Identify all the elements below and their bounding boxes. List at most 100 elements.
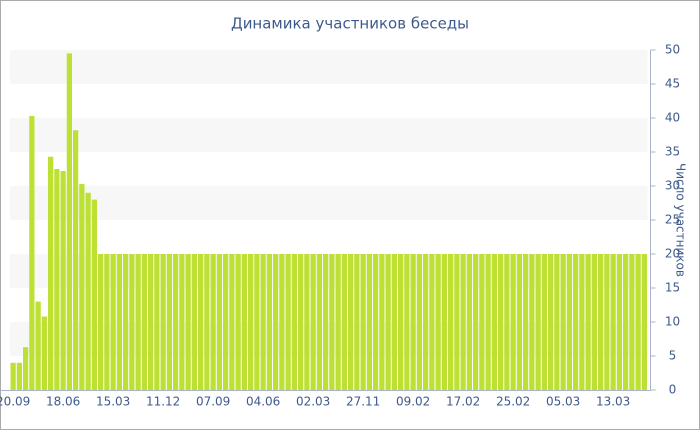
bar xyxy=(366,254,372,390)
bar xyxy=(635,254,641,390)
bar xyxy=(185,254,191,390)
y-tick-label: 15 xyxy=(665,281,680,295)
bar xyxy=(579,254,585,390)
bar xyxy=(54,169,60,390)
y-tick-label: 25 xyxy=(665,213,680,227)
bar xyxy=(60,171,66,390)
y-tick-label: 20 xyxy=(665,247,680,261)
bar xyxy=(354,254,360,390)
bar xyxy=(379,254,385,390)
bar xyxy=(541,254,547,390)
bar xyxy=(341,254,347,390)
bar xyxy=(129,254,135,390)
bar xyxy=(29,115,35,391)
bar xyxy=(504,254,510,390)
x-tick-label: 04.06 xyxy=(246,395,280,409)
bar xyxy=(416,254,422,390)
x-tick-label: 13.03 xyxy=(596,395,630,409)
y-tick-label: 0 xyxy=(669,383,677,397)
bar xyxy=(435,254,441,390)
bar xyxy=(85,192,91,390)
bar xyxy=(216,254,222,390)
bar xyxy=(329,254,335,390)
grid-band xyxy=(10,186,648,220)
bar xyxy=(510,254,516,390)
bar xyxy=(154,254,160,390)
bar xyxy=(529,254,535,390)
x-tick-label: 20.09 xyxy=(0,395,30,409)
bar xyxy=(73,130,79,391)
bar xyxy=(160,254,166,390)
y-tick-label: 10 xyxy=(665,315,680,329)
bar xyxy=(423,254,429,390)
bar xyxy=(623,254,629,390)
bar xyxy=(235,254,241,390)
bar xyxy=(523,254,529,390)
x-tick-label: 15.03 xyxy=(96,395,130,409)
bar xyxy=(304,254,310,390)
x-tick-label: 17.02 xyxy=(446,395,480,409)
y-tick-label: 45 xyxy=(665,77,680,91)
y-tick-label: 50 xyxy=(665,43,680,57)
bar xyxy=(285,254,291,390)
x-tick-label: 27.11 xyxy=(346,395,380,409)
bar xyxy=(10,362,16,390)
bar xyxy=(548,254,554,390)
bar xyxy=(116,254,122,390)
x-tick-label: 02.03 xyxy=(296,395,330,409)
bar xyxy=(591,254,597,390)
y-axis-label: Число участников xyxy=(674,163,688,277)
y-tick-label: 35 xyxy=(665,145,680,159)
bar xyxy=(385,254,391,390)
grid-band xyxy=(10,322,648,356)
bar xyxy=(254,254,260,390)
bar xyxy=(279,254,285,390)
bar xyxy=(316,254,322,390)
bar xyxy=(448,254,454,390)
bar xyxy=(41,316,47,390)
bar xyxy=(404,254,410,390)
bar xyxy=(273,254,279,390)
bar xyxy=(166,254,172,390)
bar xyxy=(123,254,129,390)
bar xyxy=(429,254,435,390)
bar xyxy=(291,254,297,390)
x-tick-label: 11.12 xyxy=(146,395,180,409)
bar xyxy=(598,254,604,390)
bar xyxy=(373,254,379,390)
bar xyxy=(629,254,635,390)
bar xyxy=(91,199,97,390)
bar xyxy=(604,254,610,390)
bar xyxy=(460,254,466,390)
y-tick-label: 30 xyxy=(665,179,680,193)
bar xyxy=(48,156,54,390)
bar xyxy=(466,254,472,390)
bar xyxy=(66,53,72,391)
y-tick-label: 40 xyxy=(665,111,680,125)
x-tick-label: 07.09 xyxy=(196,395,230,409)
bar xyxy=(410,254,416,390)
bar xyxy=(454,254,460,390)
bar xyxy=(191,254,197,390)
bar xyxy=(110,254,116,390)
bar xyxy=(198,254,204,390)
bar xyxy=(16,362,22,390)
bar xyxy=(173,254,179,390)
bar xyxy=(266,254,272,390)
bar xyxy=(260,254,266,390)
bar xyxy=(585,254,591,390)
bar xyxy=(141,254,147,390)
bar xyxy=(241,254,247,390)
bar xyxy=(554,254,560,390)
bar xyxy=(616,254,622,390)
bar xyxy=(516,254,522,390)
bar xyxy=(210,254,216,390)
bar xyxy=(98,254,104,390)
bar xyxy=(248,254,254,390)
bar xyxy=(360,254,366,390)
bar xyxy=(641,254,647,390)
bar xyxy=(204,254,210,390)
bar xyxy=(310,254,316,390)
x-tick-label: 09.02 xyxy=(396,395,430,409)
grid-band xyxy=(10,118,648,152)
